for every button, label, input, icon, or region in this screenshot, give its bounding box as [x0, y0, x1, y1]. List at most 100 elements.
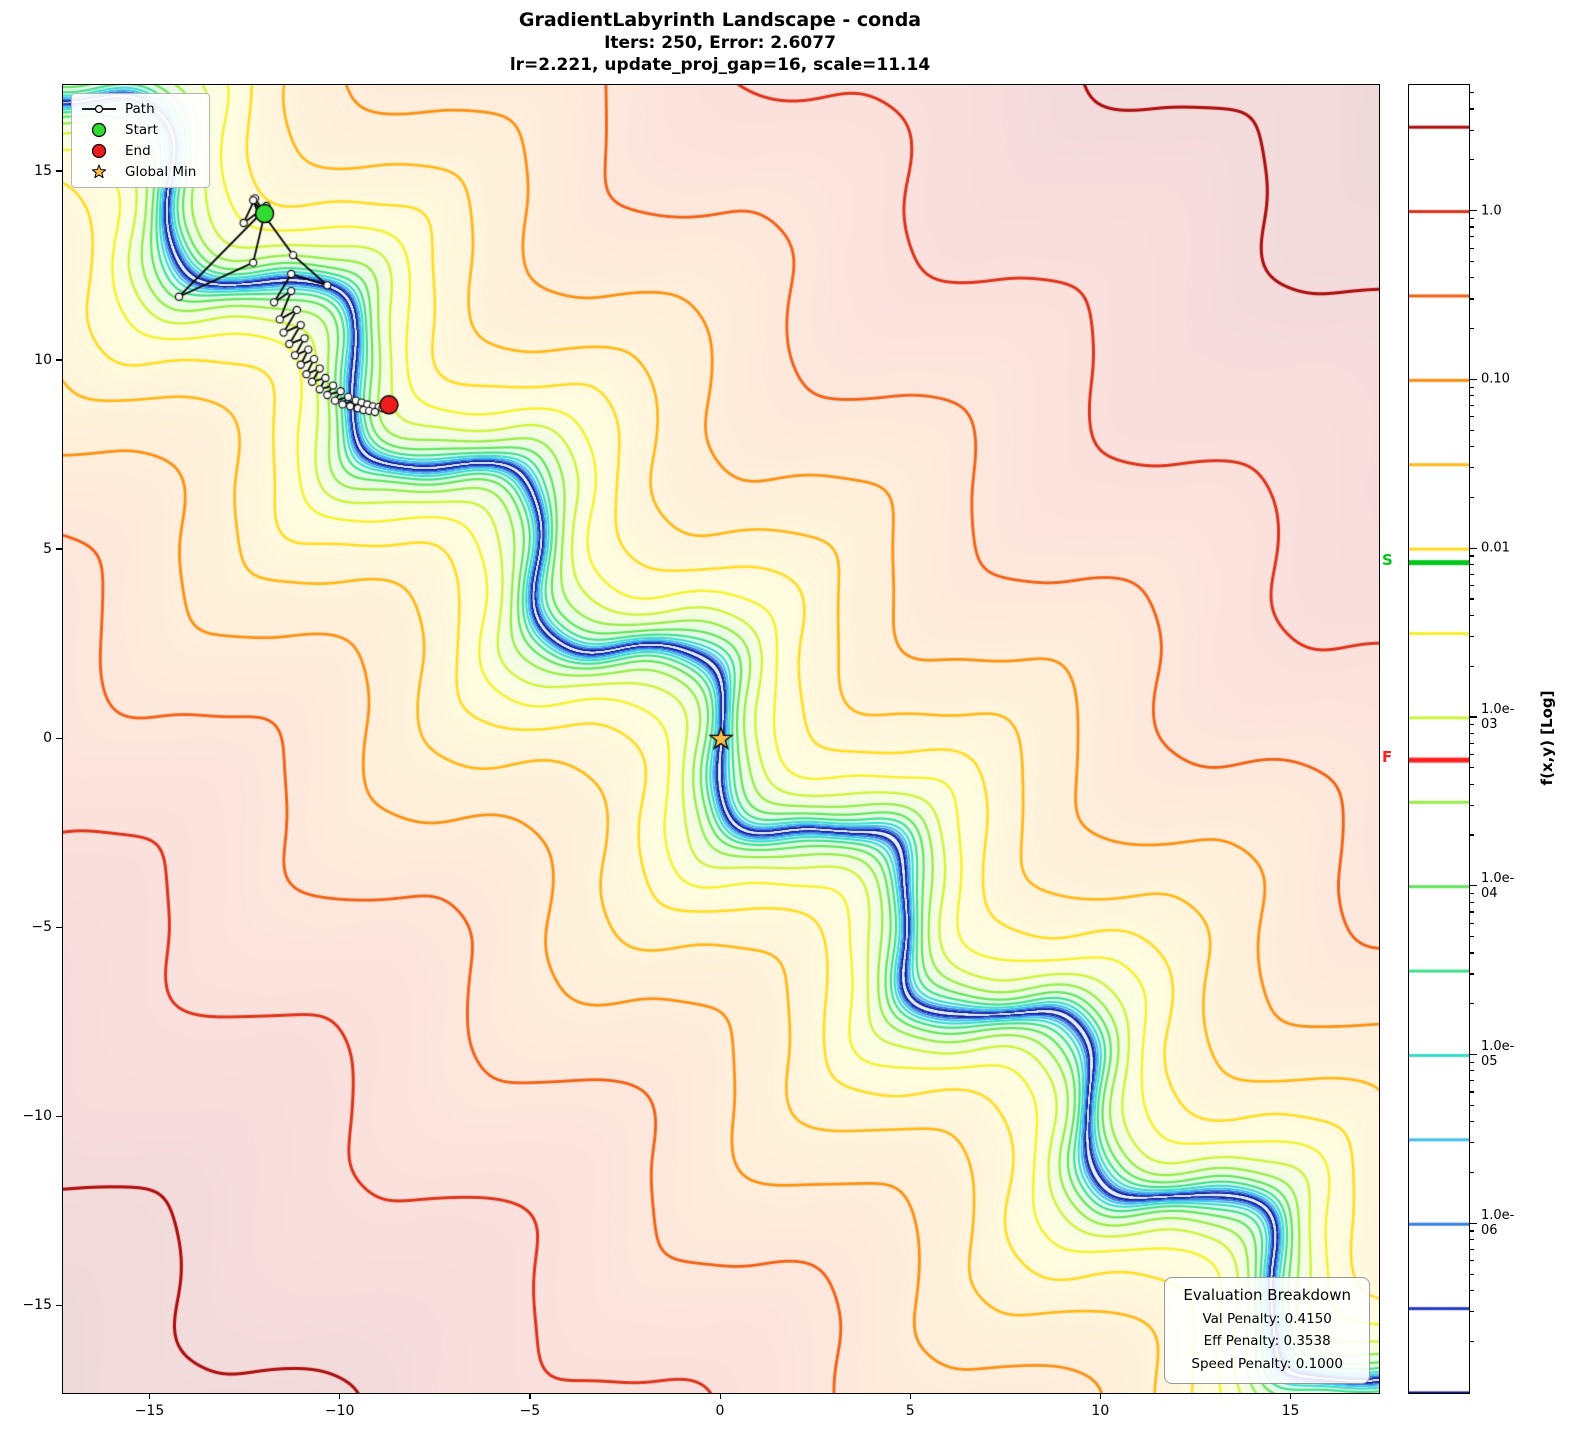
colorbar-minor-tick	[1470, 404, 1474, 407]
colorbar-minor-tick	[1470, 573, 1474, 575]
evaluation-box: Evaluation Breakdown Val Penalty: 0.4150…	[1164, 1277, 1370, 1384]
colorbar-minor-tick	[1470, 614, 1474, 616]
legend-global-min-label: Global Min	[125, 164, 197, 180]
legend: Path Start End	[71, 93, 211, 188]
colorbar-minor-tick	[1470, 665, 1474, 667]
colorbar-minor-tick	[1470, 1171, 1474, 1174]
colorbar-minor-tick	[1470, 732, 1474, 734]
colorbar-minor-tick	[1470, 1080, 1474, 1082]
val-penalty-line: Val Penalty: 0.4150	[1202, 1311, 1332, 1328]
colorbar-minor-tick	[1470, 1248, 1474, 1251]
colorbar-final-label: F	[1382, 748, 1393, 767]
title-line1: GradientLabyrinth Landscape - conda	[518, 9, 922, 31]
colorbar-minor-tick	[1470, 386, 1474, 388]
x-tick-mark	[339, 1393, 341, 1399]
colorbar-minor-tick	[1470, 236, 1474, 238]
y-tick-label: 0	[43, 730, 52, 746]
colorbar-minor-tick	[1470, 217, 1474, 219]
y-tick-mark	[56, 170, 62, 172]
colorbar-minor-tick	[1470, 935, 1474, 938]
legend-item-path: Path	[81, 101, 196, 117]
x-tick-mark	[1099, 1393, 1102, 1399]
colorbar-minor-tick	[1470, 129, 1474, 131]
colorbar-minor-tick	[1470, 1104, 1474, 1106]
colorbar-minor-tick	[1470, 1091, 1474, 1093]
legend-path-label: Path	[125, 101, 155, 117]
x-tick-label: 5	[905, 1403, 915, 1419]
colorbar-minor-tick	[1470, 973, 1474, 975]
colorbar-minor-tick	[1470, 108, 1474, 110]
colorbar-tick-label: 1.0e-04	[1481, 870, 1515, 901]
colorbar-minor-tick	[1470, 804, 1474, 806]
x-tick-label: −5	[519, 1403, 541, 1419]
contour-canvas	[63, 85, 1379, 1393]
colorbar-tick-mark	[1470, 378, 1477, 381]
colorbar-minor-tick	[1470, 753, 1474, 756]
colorbar-minor-tick	[1470, 226, 1474, 228]
colorbar-tick-mark	[1470, 210, 1477, 212]
eff-penalty-line: Eff Penalty: 0.3538	[1203, 1333, 1331, 1350]
colorbar-tick-mark	[1470, 547, 1477, 549]
global-min-star-icon	[81, 164, 117, 180]
colorbar-tick-label: 0.01	[1481, 540, 1510, 556]
colorbar-minor-tick	[1470, 1260, 1474, 1262]
y-tick-label: 15	[34, 162, 52, 179]
colorbar-minor-tick	[1470, 742, 1474, 744]
colorbar-minor-tick	[1470, 892, 1474, 895]
colorbar-minor-tick	[1470, 635, 1474, 638]
colorbar-minor-tick	[1470, 1310, 1474, 1313]
colorbar	[1408, 84, 1470, 1394]
legend-start-label: Start	[125, 122, 158, 138]
colorbar-minor-tick	[1470, 585, 1474, 587]
title-line2: Iters: 250, Error: 2.6077	[604, 33, 836, 53]
colorbar-tick-label: 1.0	[1481, 203, 1502, 219]
start-marker-icon	[81, 122, 117, 138]
colorbar-minor-tick	[1470, 922, 1474, 924]
colorbar-minor-tick	[1470, 467, 1474, 469]
colorbar-minor-tick	[1470, 598, 1474, 600]
colorbar-tick-mark	[1470, 716, 1477, 718]
colorbar-minor-tick	[1470, 328, 1474, 330]
colorbar-minor-tick	[1470, 395, 1474, 397]
colorbar-tick-label: 0.10	[1481, 371, 1510, 387]
x-tick-mark	[719, 1393, 721, 1399]
colorbar-minor-tick	[1470, 952, 1474, 954]
x-tick-label: 10	[1091, 1403, 1110, 1419]
y-tick-label: −5	[31, 919, 52, 936]
colorbar-minor-tick	[1470, 911, 1474, 913]
path-line-icon	[81, 102, 117, 116]
x-tick-mark	[909, 1393, 911, 1399]
colorbar-minor-tick	[1470, 1239, 1474, 1241]
y-tick-mark	[56, 548, 62, 550]
colorbar-minor-tick	[1470, 92, 1474, 94]
colorbar-canvas	[1409, 85, 1469, 1393]
y-tick-label: 10	[34, 351, 52, 368]
colorbar-tick-mark	[1470, 885, 1477, 887]
colorbar-minor-tick	[1470, 555, 1474, 557]
colorbar-minor-tick	[1470, 260, 1474, 263]
y-tick-mark	[56, 359, 62, 361]
colorbar-minor-tick	[1470, 298, 1474, 300]
colorbar-minor-tick	[1470, 1340, 1474, 1342]
colorbar-minor-tick	[1470, 1121, 1474, 1123]
colorbar-minor-tick	[1470, 901, 1474, 903]
end-marker-icon	[81, 143, 117, 159]
contour-plot: Path Start End	[62, 84, 1380, 1394]
colorbar-tick-label: 1.0e-03	[1481, 701, 1515, 732]
colorbar-minor-tick	[1470, 429, 1474, 431]
x-tick-label: 15	[1281, 1403, 1300, 1419]
colorbar-minor-tick	[1470, 446, 1474, 448]
colorbar-start-label: S	[1382, 550, 1393, 569]
colorbar-minor-tick	[1470, 1273, 1474, 1275]
colorbar-minor-tick	[1470, 416, 1474, 418]
x-tick-mark	[1290, 1393, 1292, 1399]
colorbar-tick-label: 1.0e-06	[1481, 1208, 1515, 1239]
legend-item-end: End	[81, 143, 196, 159]
colorbar-minor-tick	[1470, 724, 1474, 726]
colorbar-minor-tick	[1470, 277, 1474, 279]
title-line3: lr=2.221, update_proj_gap=16, scale=11.1…	[509, 55, 931, 75]
colorbar-minor-tick	[1470, 1003, 1474, 1005]
x-tick-label: 0	[715, 1403, 725, 1419]
figure-title-block: GradientLabyrinth Landscape - conda Iter…	[62, 8, 1378, 76]
